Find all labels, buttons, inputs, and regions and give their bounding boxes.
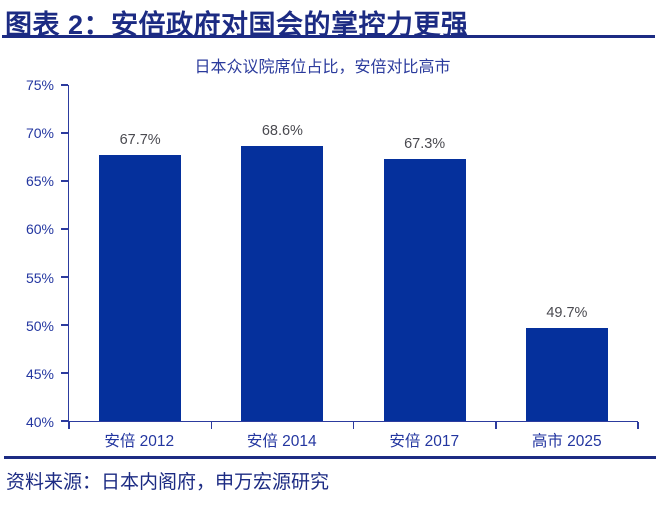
- bar-value-label: 68.6%: [261, 123, 303, 140]
- y-tick-label: 60%: [25, 221, 54, 238]
- y-tick-label: 50%: [25, 317, 54, 334]
- x-tick-mark: [68, 422, 70, 429]
- y-tick-label: 40%: [25, 414, 54, 430]
- x-tick-mark: [637, 422, 639, 429]
- y-tick-mark: [61, 324, 68, 326]
- y-tick-label: 70%: [25, 125, 54, 142]
- bar: [241, 146, 324, 421]
- bar-group-0: 67.7%: [69, 85, 211, 421]
- bar-value-label: 67.3%: [404, 135, 446, 152]
- bar-value-label: 67.7%: [119, 132, 161, 149]
- x-tick-mark: [495, 422, 497, 429]
- y-tick-mark: [61, 228, 68, 230]
- y-tick-mark: [61, 372, 68, 374]
- bar: [383, 158, 466, 421]
- y-tick-mark: [61, 420, 68, 422]
- x-tick-label: 安倍 2017: [389, 433, 460, 450]
- title-underline: [2, 35, 655, 38]
- bar-value-label: 49.7%: [546, 304, 588, 321]
- y-tick-label: 65%: [25, 173, 54, 190]
- bar-group-1: 68.6%: [211, 85, 353, 421]
- x-tick-label: 安倍 2012: [104, 433, 175, 450]
- bar-group-3: 49.7%: [496, 85, 638, 421]
- bar-group-2: 67.3%: [354, 85, 496, 421]
- source-note: 资料来源：日本内阁府，申万宏源研究: [6, 472, 330, 493]
- bar: [525, 327, 608, 421]
- y-tick-label: 75%: [25, 77, 54, 93]
- chart-subtitle: 日本众议院席位占比，安倍对比高市: [194, 59, 451, 76]
- footer-divider: [4, 456, 656, 459]
- x-axis-labels: 安倍 2012 安倍 2014 安倍 2017 高市 2025: [68, 429, 638, 451]
- y-tick-mark: [61, 180, 68, 182]
- y-tick-label: 45%: [25, 365, 54, 382]
- plot-area: 67.7% 68.6% 67.3% 49.7%: [61, 84, 639, 429]
- y-tick-label: 55%: [25, 269, 54, 286]
- x-tick-label: 安倍 2014: [246, 433, 317, 450]
- x-tick-mark: [352, 422, 355, 429]
- bar: [99, 155, 182, 421]
- y-tick-mark: [61, 276, 68, 278]
- x-tick-mark: [210, 422, 212, 429]
- y-tick-mark: [61, 84, 68, 86]
- y-axis-labels: 40% 45% 50% 55% 60% 65% 70% 75%: [0, 77, 58, 430]
- y-tick-mark: [61, 132, 68, 134]
- x-tick-label: 高市 2025: [531, 433, 602, 450]
